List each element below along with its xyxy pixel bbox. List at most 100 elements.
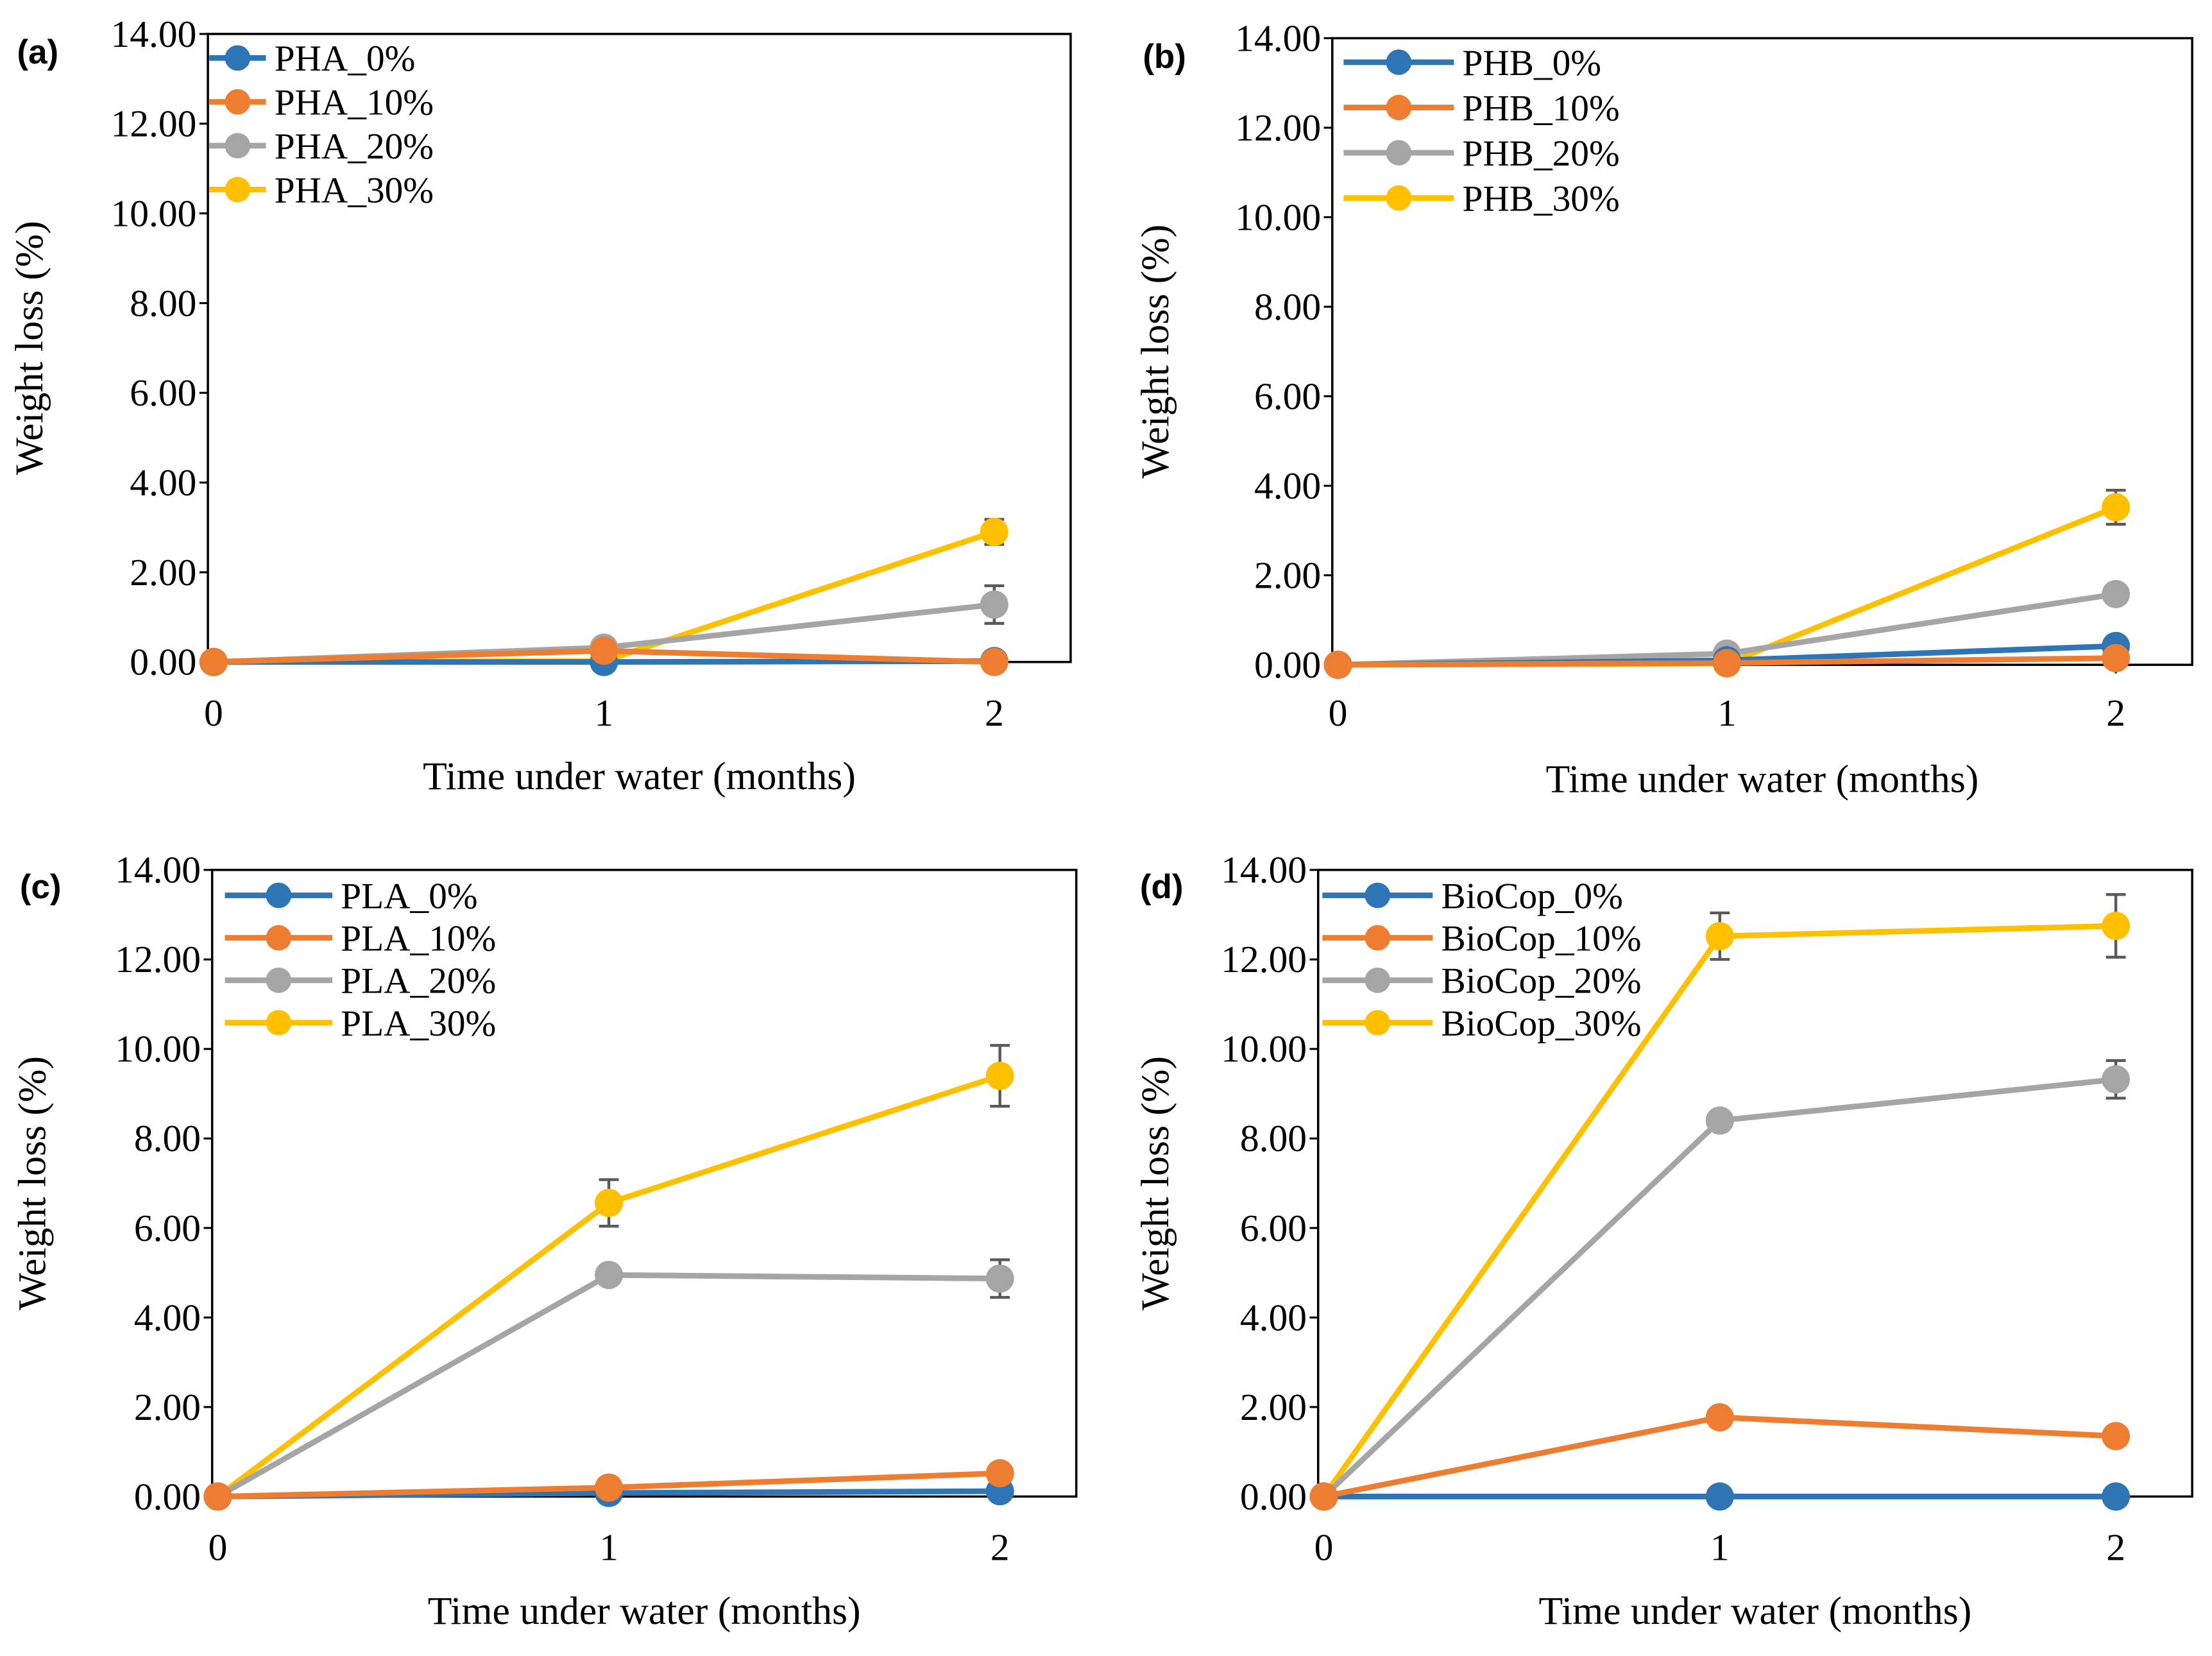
y-tick-label: 10.00 bbox=[1235, 196, 1321, 238]
panel-a: 0.00 2.00 4.00 6.00 8.00 10.00 12.00 14.00 0 1 2 Ti… bbox=[8, 13, 1072, 798]
series-1 bbox=[1309, 1482, 2131, 1511]
y-tick-label: 6.00 bbox=[1240, 1207, 1307, 1249]
legend: PHB_0% PHB_10% PHB_20%PHB_30% bbox=[1343, 43, 1620, 219]
legend-label: PHB_20% bbox=[1463, 133, 1620, 174]
data-point bbox=[1705, 1482, 1734, 1511]
data-point bbox=[2102, 579, 2131, 608]
y-axis-label: Weight loss (%) bbox=[11, 1056, 55, 1310]
legend-label: PHA_30% bbox=[275, 170, 434, 210]
legend-label: BioCop_20% bbox=[1441, 961, 1641, 1002]
y-tick-label: 0.00 bbox=[130, 641, 196, 683]
data-point bbox=[2102, 493, 2131, 522]
x-tick-label: 2 bbox=[991, 1526, 1010, 1569]
panel-c: 0.00 2.00 4.00 6.00 8.00 10.00 12.00 14.00 0 1 2 Ti… bbox=[11, 849, 1078, 1633]
y-tick-label: 10.00 bbox=[1221, 1028, 1307, 1070]
series-2 bbox=[1323, 644, 2131, 679]
plot-frame bbox=[1331, 37, 2193, 666]
panel-label: (a) bbox=[17, 33, 58, 71]
panel-b: 0.00 2.00 4.00 6.00 8.00 10.00 12.00 14.00 0 1 2 Ti… bbox=[1134, 17, 2193, 801]
x-tick-label: 0 bbox=[204, 692, 223, 734]
data-point bbox=[595, 1261, 624, 1290]
x-axis-label: Time under water (months) bbox=[1546, 758, 1979, 801]
x-tick-label: 1 bbox=[594, 692, 613, 734]
data-point bbox=[2102, 911, 2131, 941]
x-tick-label: 2 bbox=[2106, 692, 2125, 734]
x-tick-label: 1 bbox=[599, 1526, 618, 1569]
y-tick-label: 8.00 bbox=[130, 282, 196, 324]
legend-label: PHB_30% bbox=[1463, 178, 1620, 219]
data-point bbox=[1705, 1106, 1734, 1135]
x-tick-label: 1 bbox=[1717, 692, 1737, 734]
legend-label: PHA_0% bbox=[275, 38, 416, 79]
legend-marker bbox=[225, 176, 251, 203]
legend-marker bbox=[225, 45, 251, 71]
series-2 bbox=[199, 636, 1008, 676]
x-tick-label: 1 bbox=[1710, 1526, 1730, 1569]
y-tick-label: 6.00 bbox=[130, 371, 196, 414]
legend-marker bbox=[266, 1010, 292, 1036]
y-tick-label: 12.00 bbox=[1235, 107, 1321, 149]
data-point bbox=[590, 636, 618, 665]
data-point bbox=[199, 647, 228, 676]
legend-marker bbox=[1386, 185, 1412, 211]
y-tick-label: 0.00 bbox=[134, 1475, 201, 1517]
legend-label: PHB_0% bbox=[1463, 43, 1602, 83]
x-tick-label: 2 bbox=[2106, 1526, 2125, 1569]
data-point bbox=[985, 1264, 1014, 1293]
legend-label: PLA_20% bbox=[341, 961, 496, 1002]
legend: PLA_0%PLA_10%PLA_20%PLA_30% bbox=[225, 876, 496, 1044]
y-tick-label: 8.00 bbox=[1240, 1117, 1307, 1159]
y-tick-label: 0.00 bbox=[1254, 644, 1321, 686]
y-tick-label: 10.00 bbox=[111, 192, 197, 234]
y-tick-label: 4.00 bbox=[134, 1296, 201, 1338]
y-tick-label: 0.00 bbox=[1240, 1475, 1307, 1517]
y-tick-label: 10.00 bbox=[115, 1028, 201, 1070]
data-point bbox=[985, 1459, 1014, 1488]
legend-marker bbox=[266, 882, 292, 909]
legend-label: BioCop_10% bbox=[1441, 918, 1641, 959]
panel-d: 0.00 2.00 4.00 6.00 8.00 10.00 12.00 14.00 0 1 2 Ti… bbox=[1134, 849, 2193, 1633]
legend-marker bbox=[1365, 925, 1391, 951]
legend-label: BioCop_0% bbox=[1441, 876, 1622, 916]
y-tick-label: 4.00 bbox=[1240, 1296, 1307, 1338]
legend-label: BioCop_30% bbox=[1441, 1003, 1641, 1044]
legend-label: PLA_0% bbox=[341, 876, 477, 916]
data-point bbox=[595, 1188, 624, 1217]
data-point bbox=[980, 517, 1008, 547]
legend-marker bbox=[1386, 94, 1412, 121]
data-point bbox=[1705, 1403, 1734, 1432]
legend-label: PLA_10% bbox=[341, 918, 496, 959]
panel-label: (c) bbox=[20, 868, 62, 906]
legend-marker bbox=[225, 133, 251, 158]
data-point bbox=[980, 590, 1008, 619]
series-2 bbox=[1309, 1403, 2131, 1511]
x-tick-label: 0 bbox=[208, 1526, 228, 1569]
data-point bbox=[595, 1473, 624, 1502]
data-point bbox=[2102, 1482, 2131, 1511]
x-axis-label: Time under water (months) bbox=[1539, 1589, 1972, 1633]
data-point bbox=[2102, 1422, 2131, 1451]
data-point bbox=[1323, 651, 1352, 679]
series-3 bbox=[203, 1258, 1014, 1511]
panel-label: (b) bbox=[1143, 38, 1186, 76]
data-point bbox=[203, 1482, 232, 1511]
y-tick-label: 6.00 bbox=[1254, 375, 1321, 417]
legend-label: PHA_10% bbox=[275, 83, 434, 123]
y-tick-label: 2.00 bbox=[134, 1386, 201, 1428]
legend-marker bbox=[1365, 967, 1391, 993]
y-tick-label: 2.00 bbox=[1240, 1386, 1307, 1428]
data-point bbox=[2102, 1065, 2131, 1094]
legend-marker bbox=[1365, 1010, 1391, 1036]
x-tick-label: 0 bbox=[1329, 692, 1348, 734]
legend-marker bbox=[1365, 882, 1391, 909]
y-tick-label: 8.00 bbox=[1254, 286, 1321, 328]
x-tick-label: 2 bbox=[985, 692, 1004, 734]
legend-marker bbox=[225, 89, 251, 115]
x-tick-label: 0 bbox=[1314, 1526, 1334, 1569]
legend-marker bbox=[1386, 140, 1412, 166]
x-axis-label: Time under water (months) bbox=[423, 755, 856, 798]
y-axis-label: Weight loss (%) bbox=[1134, 225, 1177, 479]
legend: PHA_0%PHA_10%PHA_20%PHA_30% bbox=[209, 38, 434, 210]
